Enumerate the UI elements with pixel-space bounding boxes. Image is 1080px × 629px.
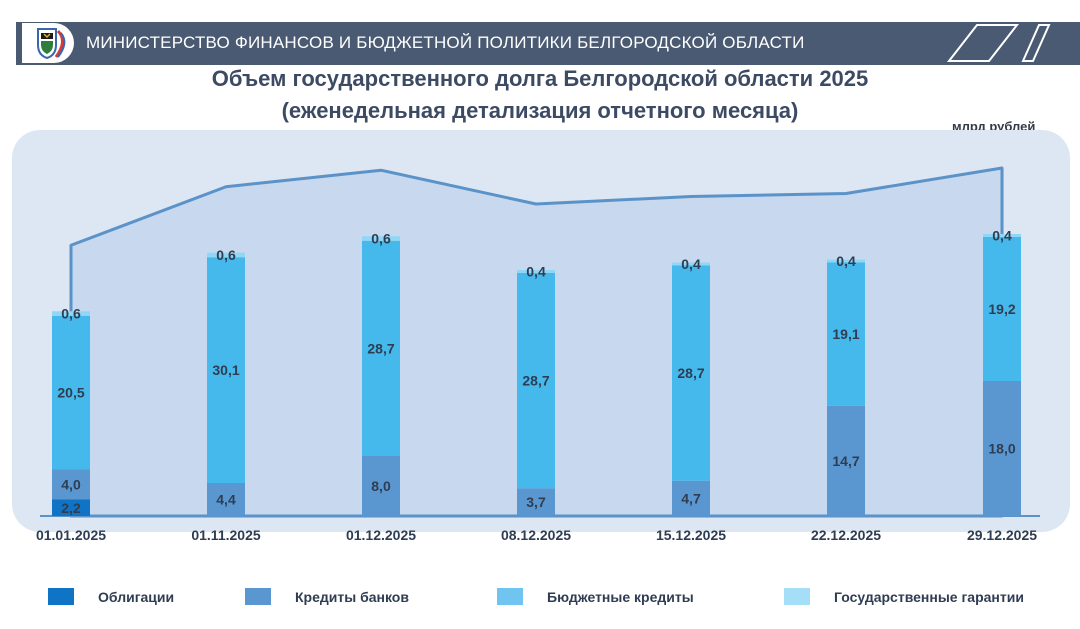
coat-of-arms-logo [22,23,74,63]
bar-segment-4-1 [52,311,90,316]
data-label-3-1: 20,5 [57,385,84,401]
x-tick-label-4: 08.12.2025 [501,527,571,543]
data-label-2-7: 18,0 [988,441,1015,457]
bar-segment-3-2 [207,257,245,483]
legend-label: Государственные гарантии [834,589,1024,605]
bar-segment-2-1 [52,469,90,500]
data-label-2-3: 8,0 [371,478,391,494]
bar-segment-2-4 [517,488,555,516]
legend-label: Кредиты банков [295,589,409,605]
data-label-4-5: 0,4 [681,256,701,272]
header-decoration [946,24,1051,62]
data-label-4-3: 0,6 [371,231,391,247]
data-label-3-2: 30,1 [212,362,239,378]
data-label-2-2: 4,4 [216,492,236,508]
chart-title: Объем государственного долга Белгородско… [211,66,869,91]
legend-label: Облигации [98,589,175,605]
bar-segment-3-1 [52,315,90,470]
bar-segment-1-1 [52,499,90,516]
x-tick-label-1: 01.01.2025 [36,527,106,543]
data-label-4-2: 0,6 [216,247,236,263]
legend-swatch [784,588,810,605]
bar-segment-2-3 [362,456,400,516]
bar-segment-2-6 [827,405,865,516]
data-label-4-4: 0,4 [526,264,546,280]
header-bar: МИНИСТЕРСТВО ФИНАНСОВ И БЮДЖЕТНОЙ ПОЛИТИ… [16,22,1080,65]
data-label-3-4: 28,7 [522,373,549,389]
bar-segment-2-7 [983,381,1021,516]
bar-segment-3-6 [827,262,865,406]
x-tick-label-6: 22.12.2025 [811,527,881,543]
bar-segment-4-3 [362,236,400,241]
legend-swatch [245,588,271,605]
bar-segment-4-7 [983,234,1021,237]
legend-swatch [48,588,74,605]
legend-label: Бюджетные кредиты [547,589,694,605]
x-tick-label-3: 01.12.2025 [346,527,416,543]
data-label-2-5: 4,7 [681,490,701,506]
data-label-4-6: 0,4 [836,253,856,269]
bar-segment-4-4 [517,270,555,273]
data-label-4-1: 0,6 [61,306,81,322]
chart-subtitle: (еженедельная детализация отчетного меся… [281,98,799,123]
data-label-1-1: 2,2 [61,500,81,516]
data-label-3-5: 28,7 [677,365,704,381]
bar-segment-2-5 [672,480,710,516]
legend-swatch [497,588,523,605]
bar-segment-4-2 [207,252,245,258]
x-tick-label-5: 15.12.2025 [656,527,726,543]
bar-segment-3-7 [983,237,1021,381]
data-label-2-4: 3,7 [526,494,546,510]
bar-segment-3-3 [362,240,400,456]
bar-segment-2-2 [207,483,245,516]
data-label-3-6: 19,1 [832,326,859,342]
ministry-title: МИНИСТЕРСТВО ФИНАНСОВ И БЮДЖЕТНОЙ ПОЛИТИ… [86,33,805,52]
bar-segment-3-4 [517,273,555,489]
data-label-3-3: 28,7 [367,340,394,356]
data-label-2-1: 4,0 [61,477,81,493]
x-tick-label-7: 29.12.2025 [967,527,1037,543]
bar-segment-4-5 [672,262,710,266]
bar-segment-4-6 [827,259,865,263]
data-label-4-7: 0,4 [992,228,1012,244]
data-label-2-6: 14,7 [832,453,859,469]
data-label-3-7: 19,2 [988,301,1015,317]
x-tick-label-2: 01.11.2025 [191,527,261,543]
bar-segment-3-5 [672,265,710,481]
